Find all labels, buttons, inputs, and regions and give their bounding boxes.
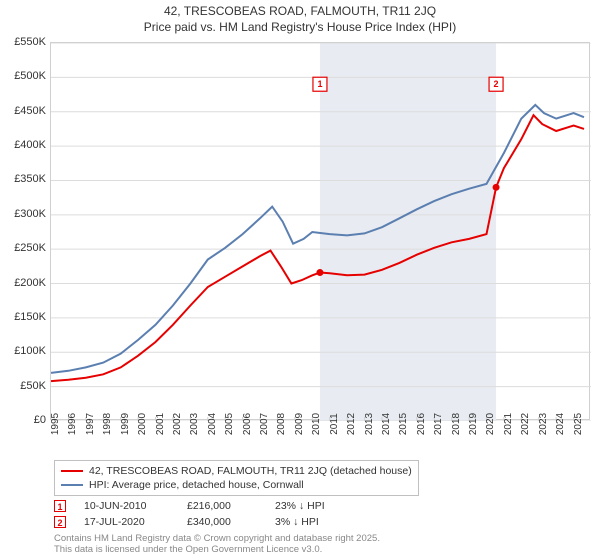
- x-tick-label: 2020: [485, 413, 496, 435]
- y-tick-label: £350K: [14, 173, 46, 185]
- x-tick-label: 2025: [573, 413, 584, 435]
- y-tick-label: £100K: [14, 345, 46, 357]
- x-axis-labels: 1995199619971998199920002001200220032004…: [50, 422, 590, 452]
- legend-item-property: 42, TRESCOBEAS ROAD, FALMOUTH, TR11 2JQ …: [61, 464, 412, 478]
- x-tick-label: 2001: [155, 413, 166, 435]
- sale-row-2: 2 17-JUL-2020 £340,000 3% ↓ HPI: [54, 514, 325, 530]
- x-tick-label: 2002: [172, 413, 183, 435]
- legend-label-hpi: HPI: Average price, detached house, Corn…: [89, 478, 304, 492]
- y-axis-labels: £0£50K£100K£150K£200K£250K£300K£350K£400…: [0, 42, 48, 420]
- footer-line2: This data is licensed under the Open Gov…: [54, 544, 380, 555]
- sale-price-2: £340,000: [187, 514, 257, 530]
- y-tick-label: £450K: [14, 105, 46, 117]
- y-tick-label: £200K: [14, 277, 46, 289]
- x-tick-label: 2010: [311, 413, 322, 435]
- x-tick-label: 2021: [503, 413, 514, 435]
- x-tick-label: 2013: [364, 413, 375, 435]
- y-tick-label: £400K: [14, 139, 46, 151]
- x-tick-label: 1998: [102, 413, 113, 435]
- chart-svg: 12: [51, 43, 591, 421]
- sale-price-1: £216,000: [187, 498, 257, 514]
- x-tick-label: 2000: [137, 413, 148, 435]
- sale-date-1: 10-JUN-2010: [84, 498, 169, 514]
- chart-subtitle: Price paid vs. HM Land Registry's House …: [0, 20, 600, 34]
- y-tick-label: £500K: [14, 70, 46, 82]
- x-tick-label: 2007: [259, 413, 270, 435]
- x-tick-label: 2018: [451, 413, 462, 435]
- y-tick-label: £150K: [14, 311, 46, 323]
- chart-title: 42, TRESCOBEAS ROAD, FALMOUTH, TR11 2JQ: [0, 4, 600, 18]
- sales-table: 1 10-JUN-2010 £216,000 23% ↓ HPI 2 17-JU…: [54, 498, 325, 530]
- chart-container: 42, TRESCOBEAS ROAD, FALMOUTH, TR11 2JQ …: [0, 0, 600, 560]
- x-tick-label: 2015: [398, 413, 409, 435]
- x-tick-label: 2009: [294, 413, 305, 435]
- x-tick-label: 1995: [50, 413, 61, 435]
- sale-row-1: 1 10-JUN-2010 £216,000 23% ↓ HPI: [54, 498, 325, 514]
- sale-delta-1: 23% ↓ HPI: [275, 498, 325, 514]
- y-tick-label: £550K: [14, 36, 46, 48]
- legend-swatch-property: [61, 470, 83, 472]
- x-tick-label: 2022: [520, 413, 531, 435]
- plot-area: 12: [50, 42, 590, 420]
- x-tick-label: 1996: [67, 413, 78, 435]
- legend-swatch-hpi: [61, 484, 83, 486]
- x-tick-label: 2012: [346, 413, 357, 435]
- x-tick-label: 2008: [276, 413, 287, 435]
- x-tick-label: 2019: [468, 413, 479, 435]
- x-tick-label: 1999: [120, 413, 131, 435]
- x-tick-label: 1997: [85, 413, 96, 435]
- x-tick-label: 2011: [329, 413, 340, 435]
- x-tick-label: 2005: [224, 413, 235, 435]
- y-tick-label: £300K: [14, 208, 46, 220]
- svg-text:2: 2: [494, 79, 499, 89]
- x-tick-label: 2017: [433, 413, 444, 435]
- y-tick-label: £250K: [14, 242, 46, 254]
- sale-date-2: 17-JUL-2020: [84, 514, 169, 530]
- sale-marker-2: 2: [54, 516, 66, 528]
- svg-text:1: 1: [317, 79, 322, 89]
- legend: 42, TRESCOBEAS ROAD, FALMOUTH, TR11 2JQ …: [54, 460, 419, 496]
- x-tick-label: 2016: [416, 413, 427, 435]
- sale-marker-1: 1: [54, 500, 66, 512]
- x-tick-label: 2023: [538, 413, 549, 435]
- footer: Contains HM Land Registry data © Crown c…: [54, 533, 380, 555]
- y-tick-label: £50K: [20, 380, 46, 392]
- x-tick-label: 2006: [242, 413, 253, 435]
- legend-item-hpi: HPI: Average price, detached house, Corn…: [61, 478, 412, 492]
- legend-label-property: 42, TRESCOBEAS ROAD, FALMOUTH, TR11 2JQ …: [89, 464, 412, 478]
- y-tick-label: £0: [34, 414, 46, 426]
- footer-line1: Contains HM Land Registry data © Crown c…: [54, 533, 380, 544]
- x-tick-label: 2003: [189, 413, 200, 435]
- x-tick-label: 2014: [381, 413, 392, 435]
- x-tick-label: 2024: [555, 413, 566, 435]
- x-tick-label: 2004: [207, 413, 218, 435]
- sale-delta-2: 3% ↓ HPI: [275, 514, 319, 530]
